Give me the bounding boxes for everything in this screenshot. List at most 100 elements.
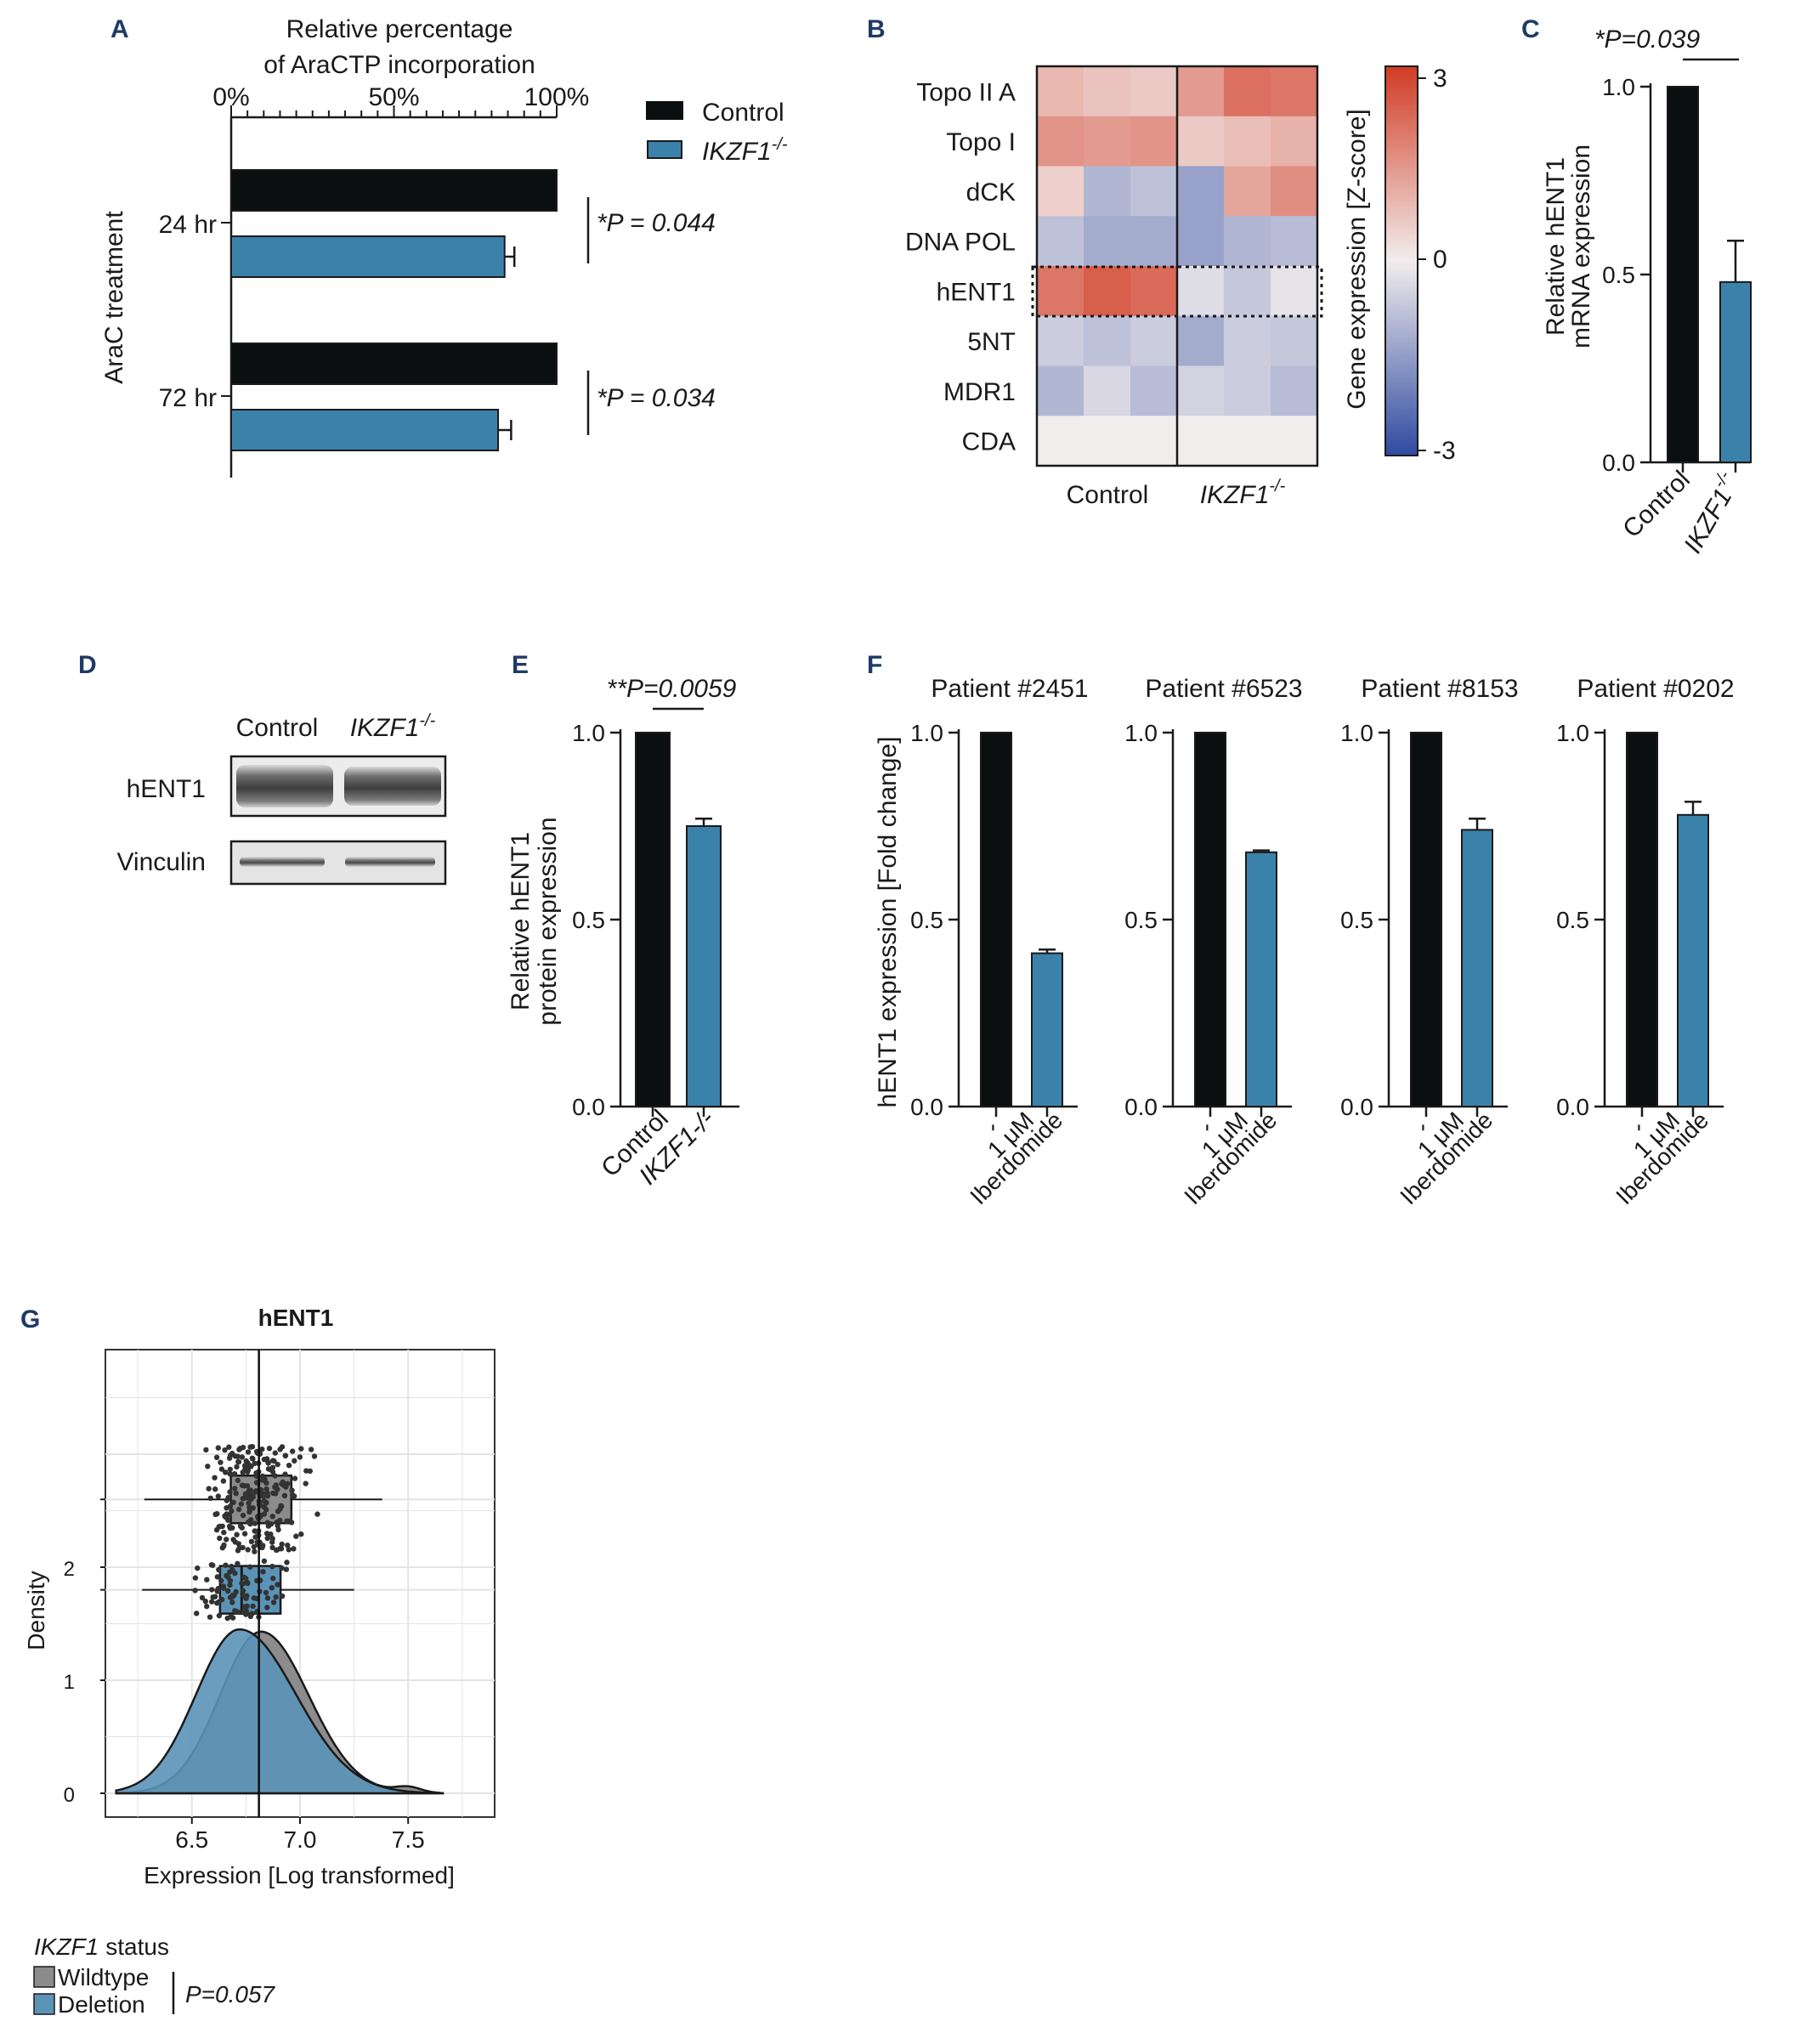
g-point-deletion: [269, 1563, 275, 1570]
b-row-label: Topo I: [946, 128, 1016, 156]
g-point-wildtype: [229, 1508, 235, 1515]
g-point-wildtype: [260, 1543, 266, 1549]
g-xlabel: Expression [Log transformed]: [144, 1862, 455, 1888]
f-xlabel-untreated: -: [1624, 1124, 1651, 1131]
f0-y-tick-label: 0.5: [910, 907, 943, 933]
d-band-vinculin-ikzf1: [345, 857, 435, 867]
g-point-wildtype: [290, 1448, 296, 1454]
g-ylabel: Density: [23, 1571, 49, 1650]
panel-label-f: F: [867, 651, 882, 679]
b-cell-dck-0: [1037, 166, 1084, 217]
b-group-control: Control: [1067, 481, 1149, 509]
c-bar-0: [1667, 86, 1699, 463]
a-bar-control-1: [230, 343, 558, 385]
a-legend-swatch-control: [646, 101, 683, 120]
b-cell-dna-pol-4: [1224, 216, 1271, 267]
g-point-wildtype: [282, 1452, 289, 1458]
g-point-wildtype: [231, 1471, 238, 1477]
g-point-wildtype: [285, 1543, 291, 1549]
g-point-deletion: [243, 1611, 249, 1617]
d-band-hent1-control: [236, 765, 333, 807]
c-y-tick-label: 1.0: [1602, 74, 1635, 100]
g-legend-deletion: Deletion: [58, 1991, 145, 2018]
b-cell-topo-i-3: [1177, 116, 1225, 167]
g-point-wildtype: [269, 1514, 275, 1520]
b-colorbar-tick-label: 0: [1433, 246, 1447, 274]
panel-label-g: G: [20, 1305, 40, 1333]
g-point-wildtype: [226, 1455, 233, 1461]
b-cell-cda-0: [1037, 416, 1084, 467]
g-point-wildtype: [239, 1454, 246, 1460]
g-point-deletion: [280, 1593, 286, 1600]
f1-bar-1: [1245, 851, 1277, 1107]
a-pvalue-72hr: *P = 0.034: [597, 384, 716, 412]
g-point-wildtype: [221, 1529, 227, 1536]
g-point-wildtype: [212, 1486, 218, 1492]
b-cell-topo-i-2: [1130, 116, 1178, 167]
g-point-wildtype: [273, 1482, 279, 1488]
g-point-deletion: [227, 1577, 234, 1584]
g-point-wildtype: [270, 1490, 276, 1497]
c-pvalue: *P=0.039: [1594, 25, 1701, 54]
b-cell-5nt-4: [1224, 315, 1271, 366]
g-point-wildtype: [217, 1535, 223, 1542]
g-point-deletion: [261, 1558, 268, 1565]
g-point-wildtype: [234, 1532, 240, 1537]
b-cell-hent1-2: [1130, 266, 1178, 317]
b-cell-topo-i-0: [1037, 116, 1084, 167]
g-point-wildtype: [235, 1477, 241, 1484]
g-point-wildtype: [241, 1531, 248, 1537]
g-point-wildtype: [278, 1546, 285, 1552]
f2-bar-0: [1410, 732, 1442, 1107]
b-cell-topo-i-1: [1084, 116, 1131, 167]
g-point-wildtype: [252, 1549, 258, 1554]
g-point-wildtype: [238, 1501, 245, 1507]
g-point-wildtype: [224, 1505, 229, 1511]
g-point-wildtype: [298, 1531, 304, 1537]
c-y-tick-label: 0.0: [1602, 450, 1635, 476]
g-point-deletion: [192, 1588, 198, 1594]
f-patient-title-0: Patient #2451: [931, 675, 1088, 703]
b-cell-cda-4: [1224, 416, 1271, 467]
g-point-wildtype: [286, 1547, 292, 1553]
b-colorbar-tick-label: 3: [1433, 65, 1447, 93]
g-point-wildtype: [246, 1504, 252, 1510]
g-point-wildtype: [246, 1500, 252, 1507]
b-cell-cda-2: [1130, 416, 1178, 467]
g-point-wildtype: [232, 1486, 238, 1492]
b-cell-dck-4: [1224, 166, 1271, 217]
b-cell-mdr1-3: [1177, 365, 1225, 416]
g-point-wildtype: [240, 1444, 246, 1451]
b-colorbar-label: Gene expression [Z-score]: [1343, 109, 1371, 409]
g-point-deletion: [204, 1603, 210, 1610]
g-point-wildtype: [226, 1523, 233, 1530]
d-lane-control: Control: [236, 714, 319, 742]
b-cell-5nt-3: [1177, 315, 1225, 366]
g-point-wildtype: [235, 1458, 242, 1465]
g-point-wildtype: [286, 1463, 292, 1469]
g-legend-wildtype: Wildtype: [58, 1964, 149, 1990]
f3-bar-0: [1626, 732, 1658, 1107]
g-point-wildtype: [212, 1475, 218, 1481]
f-patient-title-1: Patient #6523: [1145, 675, 1302, 703]
b-cell-cda-5: [1271, 416, 1318, 467]
b-cell-hent1-5: [1271, 266, 1318, 317]
g-point-wildtype: [261, 1503, 267, 1510]
g-point-wildtype: [252, 1460, 258, 1467]
g-point-deletion: [250, 1603, 256, 1610]
g-point-deletion: [263, 1589, 269, 1596]
g-point-wildtype: [284, 1518, 290, 1524]
g-point-wildtype: [229, 1451, 235, 1458]
g-point-wildtype: [213, 1454, 220, 1461]
f2-y-tick-label: 1.0: [1340, 720, 1373, 746]
a-pvalue-24hr: *P = 0.044: [597, 209, 716, 237]
panel-label-d: D: [78, 651, 97, 679]
b-cell-topo-ii-a-3: [1177, 66, 1225, 117]
g-point-deletion: [208, 1562, 215, 1568]
f-xlabel-untreated: -: [1408, 1124, 1435, 1131]
g-point-wildtype: [269, 1464, 276, 1470]
e-ylabel-line1: Relative hENT1: [507, 832, 535, 1011]
g-point-wildtype: [290, 1492, 296, 1498]
g-density-deletion: [115, 1628, 445, 1795]
